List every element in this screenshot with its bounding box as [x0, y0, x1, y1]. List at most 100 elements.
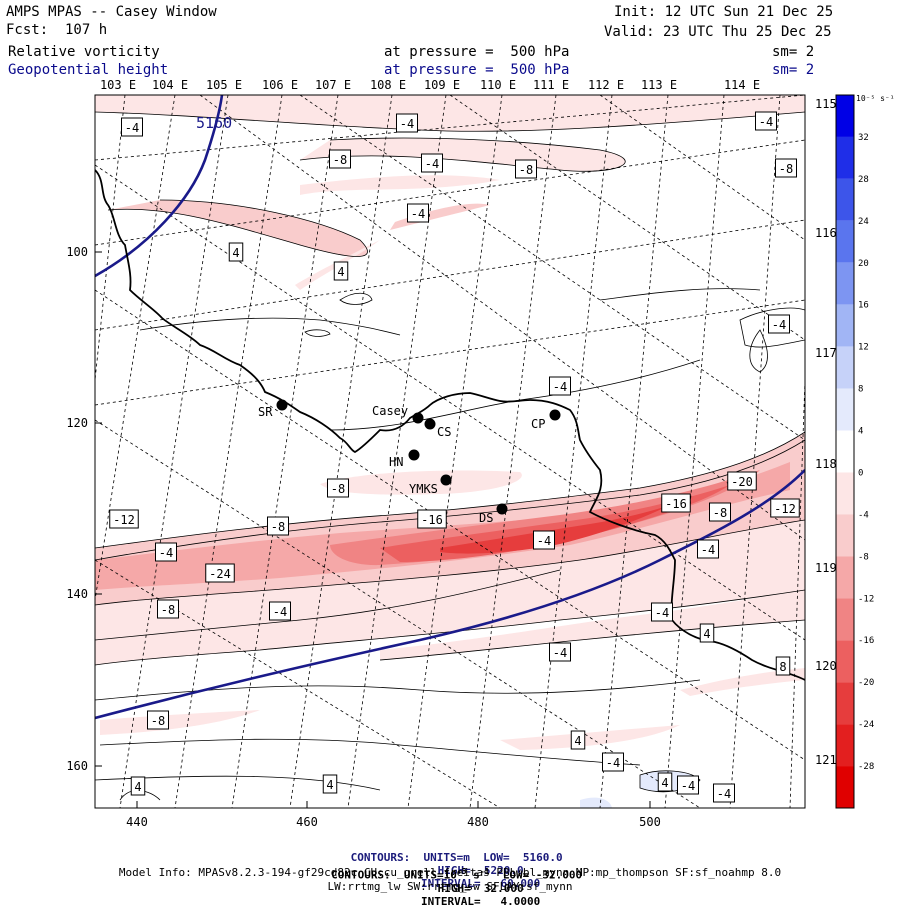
- svg-text:-12: -12: [774, 502, 796, 516]
- x-tick-label: 440: [126, 815, 148, 829]
- top-lon-label: 106 E: [262, 78, 298, 92]
- colorbar-segment: [836, 682, 854, 725]
- y-tick-label: 100: [66, 245, 88, 259]
- colorbar-label: -16: [858, 636, 874, 646]
- svg-text:-8: -8: [161, 603, 175, 617]
- svg-text:YMKS: YMKS: [409, 482, 438, 496]
- model-info-physics: LW:rrtmg_lw SW:rrtmg_sw SFLAY:sf_mynn: [327, 880, 573, 893]
- vorticity-contour-label: -4: [697, 539, 719, 559]
- vorticity-contour-label: -4: [549, 376, 571, 396]
- colorbar-segment: [836, 598, 854, 641]
- product-title: AMPS MPAS -- Casey Window: [6, 4, 217, 20]
- svg-text:-4: -4: [772, 318, 786, 332]
- vorticity-contour-label: -20: [727, 471, 757, 491]
- vorticity-contour-label: -12: [770, 498, 800, 518]
- vorticity-contour-label: -4: [421, 153, 443, 173]
- svg-text:-4: -4: [159, 546, 173, 560]
- colorbar-label: 8: [858, 385, 863, 395]
- colorbar-segment: [836, 766, 854, 808]
- field2-smoothing: sm= 2: [772, 62, 815, 78]
- vorticity-contour-label: -4: [155, 542, 177, 562]
- svg-text:-4: -4: [411, 207, 425, 221]
- svg-text:-4: -4: [425, 157, 439, 171]
- svg-text:-8: -8: [333, 153, 347, 167]
- colorbar-label: -12: [858, 594, 874, 604]
- svg-text:4: 4: [574, 734, 581, 748]
- vorticity-contour-label: -8: [147, 710, 169, 730]
- svg-text:SR: SR: [258, 405, 273, 419]
- height-contour-label: 5160: [196, 114, 232, 132]
- svg-text:CP: CP: [531, 417, 545, 431]
- init-time: Init: 12 UTC Sun 21 Dec 25: [614, 4, 834, 20]
- svg-text:-24: -24: [209, 567, 231, 581]
- field2-name: Geopotential height: [8, 62, 169, 78]
- colorbar-label: 4: [858, 427, 863, 437]
- valid-time: Valid: 23 UTC Thu 25 Dec 25: [604, 24, 832, 40]
- svg-text:-8: -8: [779, 162, 793, 176]
- svg-text:4: 4: [326, 778, 333, 792]
- colorbar-segment: [836, 304, 854, 347]
- vorticity-contour-label: -4: [549, 642, 571, 662]
- vorticity-contour-label: 4: [322, 774, 338, 794]
- colorbar-label: 20: [858, 259, 869, 269]
- colorbar-segment: [836, 514, 854, 557]
- top-longitude-labels: 103 E 104 E 105 E 106 E 107 E 108 E 109 E 110 E…: [100, 78, 760, 92]
- x-tick-label: 480: [467, 815, 489, 829]
- svg-text:4: 4: [703, 627, 710, 641]
- top-lon-label: 112 E: [588, 78, 624, 92]
- x-tick-label: 500: [639, 815, 661, 829]
- colorbar: 10⁻⁵ s⁻¹ 32 28 24 20 16 12 8 4 0 -4 -8 -12 -16 -20 -24 -…: [835, 94, 895, 809]
- colorbar-segment: [836, 388, 854, 431]
- colorbar-label: -8: [858, 552, 869, 562]
- vorticity-contour-label: 4: [228, 242, 244, 262]
- colorbar-segment: [836, 178, 854, 221]
- vorticity-contour-label: -8: [327, 478, 349, 498]
- svg-text:4: 4: [232, 246, 239, 260]
- stations: SR Casey CS CP HN YMKS DS: [258, 399, 561, 525]
- vorticity-contour-label: -8: [709, 502, 731, 522]
- svg-text:4: 4: [661, 776, 668, 790]
- axis-ticks: 440 460 480 500 100 120 140 160: [66, 245, 661, 829]
- svg-text:-4: -4: [125, 121, 139, 135]
- top-lon-label: 103 E: [100, 78, 136, 92]
- colorbar-label: 12: [858, 343, 869, 353]
- svg-text:-12: -12: [113, 513, 135, 527]
- svg-text:-4: -4: [701, 543, 715, 557]
- vorticity-contour-label: -4: [269, 601, 291, 621]
- svg-text:-8: -8: [519, 163, 533, 177]
- vorticity-contour-label: -4: [533, 530, 555, 550]
- vorticity-contour-label: -4: [651, 602, 673, 622]
- svg-text:-20: -20: [731, 475, 753, 489]
- colorbar-segment: [836, 556, 854, 599]
- top-lon-label: 113 E: [641, 78, 677, 92]
- colorbar-label: -20: [858, 678, 874, 688]
- height-contour-info: CONTOURS: UNITS=m LOW= 5160.0 HIGH= 5220…: [350, 851, 563, 890]
- vorticity-contour-label: -12: [109, 509, 139, 529]
- vorticity-contour-label: 8: [775, 656, 791, 676]
- colorbar-label: 0: [858, 468, 863, 478]
- colorbar-label: 28: [858, 175, 869, 185]
- top-lon-label: 104 E: [152, 78, 188, 92]
- svg-text:-4: -4: [400, 117, 414, 131]
- station-cs: CS: [424, 418, 451, 439]
- vorticity-contour-label: -4: [713, 783, 735, 803]
- station-casey: Casey: [372, 404, 424, 424]
- svg-text:DS: DS: [479, 511, 493, 525]
- vorticity-contour-label: 4: [130, 776, 146, 796]
- y-tick-label: 140: [66, 587, 88, 601]
- vorticity-contour-label: 4: [570, 730, 586, 750]
- top-lon-label: 114 E: [724, 78, 760, 92]
- field1-name: Relative vorticity: [8, 44, 160, 60]
- colorbar-segment: [836, 472, 854, 515]
- station-sr: SR: [258, 399, 288, 419]
- vorticity-contour-label: -8: [157, 599, 179, 619]
- station-cp: CP: [531, 409, 561, 431]
- colorbar-segment: [836, 346, 854, 389]
- vorticity-contour-label: -16: [661, 493, 691, 513]
- colorbar-unit: 10⁻⁵ s⁻¹: [856, 94, 895, 103]
- coastline: [95, 169, 805, 681]
- field1-level: at pressure = 500 hPa: [384, 44, 570, 60]
- svg-text:-4: -4: [537, 534, 551, 548]
- vorticity-contour-label: -4: [677, 775, 699, 795]
